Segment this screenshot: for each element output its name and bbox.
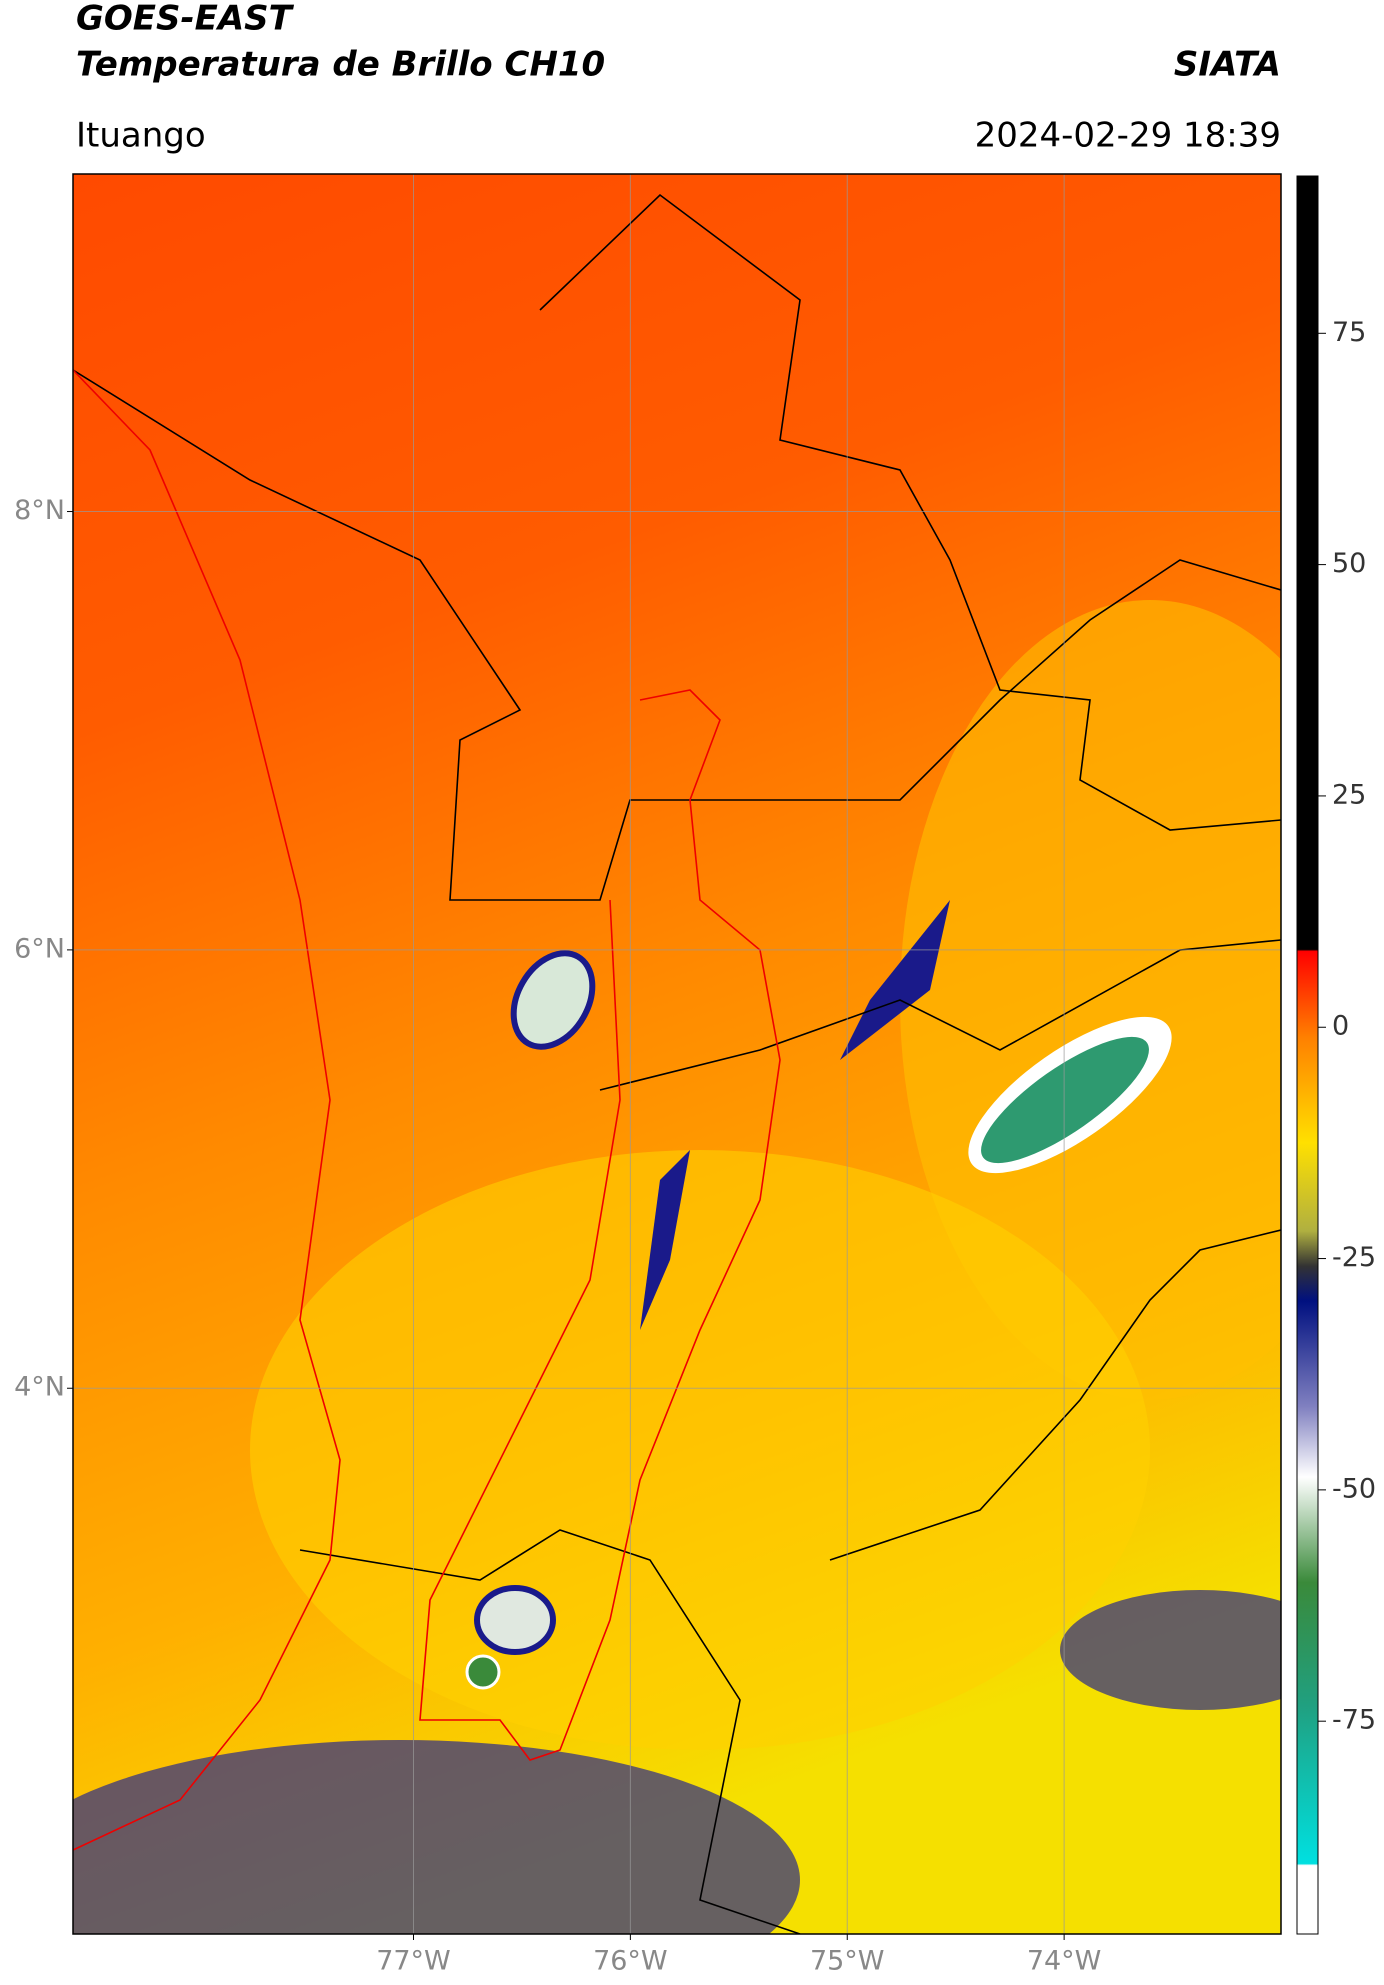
lon-label: 75°W [810, 1946, 885, 1977]
lat-label: 6°N [14, 933, 65, 964]
lat-label: 4°N [14, 1372, 65, 1403]
colorbar-label: 50 [1332, 548, 1366, 579]
region: Ituango [76, 116, 206, 156]
title: GOES-EAST [76, 0, 295, 39]
colorbar-label: 25 [1332, 779, 1366, 810]
source: SIATA [1174, 45, 1281, 85]
lon-label: 74°W [1027, 1946, 1102, 1977]
lon-label: 77°W [376, 1946, 451, 1977]
colorbar [1296, 175, 1319, 1935]
map-image [73, 174, 1281, 1934]
datetime: 2024-02-29 18:39 [975, 116, 1281, 156]
colorbar-label: 75 [1332, 317, 1366, 348]
colorbar-label: 0 [1332, 1011, 1349, 1042]
colorbar-label: -25 [1332, 1242, 1376, 1273]
colorbar-label: -75 [1332, 1705, 1376, 1736]
colorbar-label: -50 [1332, 1473, 1376, 1504]
lon-label: 76°W [593, 1946, 668, 1977]
lat-label: 8°N [14, 495, 65, 526]
map-frame [72, 173, 1282, 1935]
subtitle: Temperatura de Brillo CH10 [76, 45, 605, 85]
